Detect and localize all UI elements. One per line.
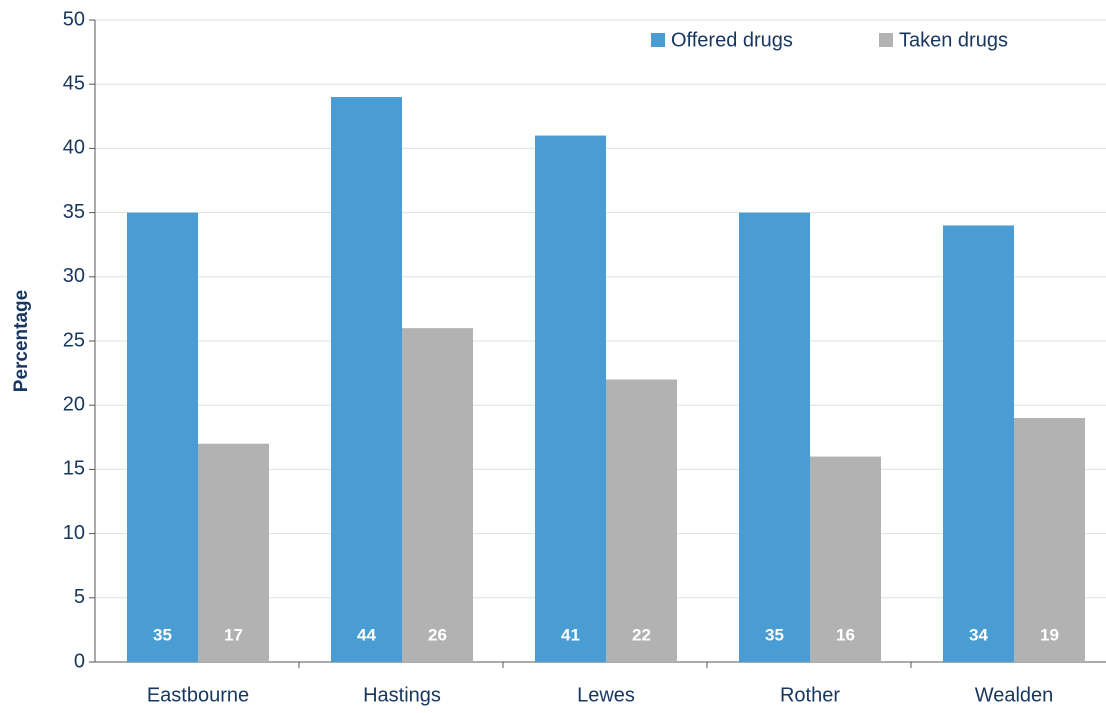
x-tick-label: Rother bbox=[780, 684, 840, 706]
y-tick-label: 25 bbox=[63, 329, 85, 351]
value-label: 34 bbox=[969, 625, 988, 644]
y-tick-label: 5 bbox=[74, 586, 85, 608]
bar bbox=[810, 456, 881, 662]
value-label: 35 bbox=[153, 625, 172, 644]
y-tick-label: 30 bbox=[63, 265, 85, 287]
value-label: 41 bbox=[561, 625, 580, 644]
value-label: 35 bbox=[765, 625, 784, 644]
value-label: 22 bbox=[632, 625, 651, 644]
y-tick-label: 45 bbox=[63, 72, 85, 94]
x-tick-label: Wealden bbox=[975, 684, 1054, 706]
x-tick-label: Lewes bbox=[577, 684, 635, 706]
value-label: 16 bbox=[836, 625, 855, 644]
legend-swatch bbox=[879, 33, 893, 47]
y-tick-label: 20 bbox=[63, 393, 85, 415]
y-tick-label: 50 bbox=[63, 8, 85, 30]
bar bbox=[198, 443, 269, 662]
bar bbox=[1014, 418, 1085, 662]
bar bbox=[331, 97, 402, 663]
x-tick-label: Eastbourne bbox=[147, 684, 249, 706]
legend-swatch bbox=[651, 33, 665, 47]
value-label: 17 bbox=[224, 625, 243, 644]
bar bbox=[739, 212, 810, 662]
y-tick-label: 35 bbox=[63, 201, 85, 223]
legend-label: Taken drugs bbox=[899, 29, 1008, 51]
bar bbox=[943, 225, 1014, 662]
y-tick-label: 10 bbox=[63, 522, 85, 544]
value-label: 26 bbox=[428, 625, 447, 644]
y-tick-label: 0 bbox=[74, 650, 85, 672]
bar bbox=[127, 212, 198, 662]
legend-label: Offered drugs bbox=[671, 29, 793, 51]
value-label: 44 bbox=[357, 625, 376, 644]
bar bbox=[606, 379, 677, 662]
y-axis-title: Percentage bbox=[11, 290, 32, 392]
y-tick-label: 40 bbox=[63, 137, 85, 159]
y-tick-label: 15 bbox=[63, 458, 85, 480]
value-label: 19 bbox=[1040, 625, 1059, 644]
bar bbox=[535, 135, 606, 662]
x-tick-label: Hastings bbox=[363, 684, 441, 706]
bar bbox=[402, 328, 473, 662]
